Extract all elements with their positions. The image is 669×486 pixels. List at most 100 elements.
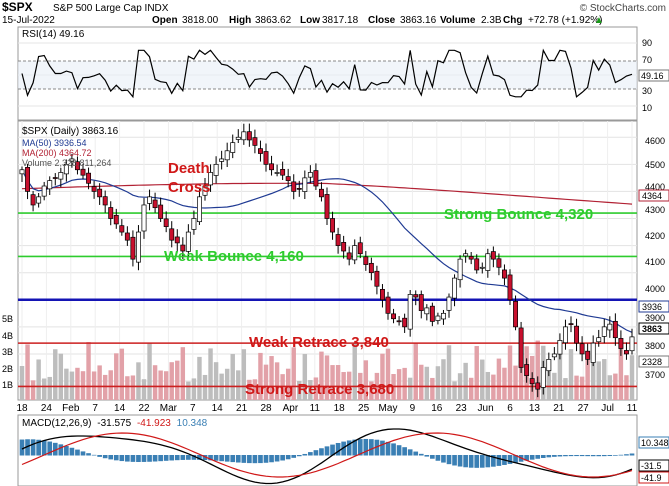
candle-body — [435, 315, 441, 321]
candle-body — [313, 170, 319, 187]
ma200-badge: 4364 — [642, 191, 662, 201]
volume-bar — [491, 374, 496, 400]
candle-body — [485, 253, 491, 271]
macd-histogram-bar — [296, 455, 302, 457]
legend-ma50: MA(50) 3936.54 — [22, 138, 87, 148]
high-label: High — [229, 15, 251, 26]
candle-body — [407, 294, 413, 330]
volume-bar — [47, 376, 52, 400]
macd-histogram-bar — [25, 439, 30, 456]
candle-body — [357, 242, 363, 255]
volume-bar — [202, 374, 208, 400]
candle-body — [341, 242, 347, 252]
volume-bar — [419, 364, 424, 400]
macd-histogram-bar — [352, 439, 358, 456]
candle-body — [518, 327, 524, 368]
volume-bar — [330, 365, 335, 400]
candle-body — [113, 214, 119, 225]
volume-bar — [435, 366, 441, 400]
macd-signal-line — [21, 432, 633, 478]
candle-body — [513, 300, 519, 328]
volume-bar — [213, 362, 219, 400]
candle-body — [402, 317, 408, 328]
date-axis-label: 13 — [529, 403, 541, 414]
volume-bar — [36, 359, 41, 400]
candle-body — [363, 256, 369, 265]
macd-histogram-bar — [152, 455, 158, 462]
price-tick: 4200 — [645, 231, 665, 241]
candle-body — [307, 172, 313, 178]
macd-histogram-bar — [141, 455, 147, 462]
candle-body — [391, 313, 397, 320]
macd-histogram-bar — [313, 450, 319, 456]
chg-value: +72.78 (+1.92%) — [528, 15, 603, 26]
candle-body — [174, 236, 180, 244]
candle-body — [457, 258, 463, 281]
candle-body — [91, 186, 97, 192]
macd-histogram-bar — [69, 447, 75, 456]
volume-bar — [480, 359, 485, 400]
macd-histogram-bar — [385, 441, 391, 456]
volume-bar — [413, 342, 418, 400]
macd-histogram-bar — [618, 454, 624, 456]
volume-bar — [468, 377, 474, 400]
price-tick: 4100 — [645, 257, 665, 267]
candle-body — [396, 320, 402, 323]
macd-signal-badge: -41.9 — [641, 473, 662, 483]
macd-histogram-bar — [629, 453, 635, 456]
macd-histogram-bar — [64, 446, 69, 456]
macd-histogram-bar — [252, 455, 258, 464]
candle-body — [596, 337, 602, 343]
candle-body — [169, 228, 175, 241]
volume-bar — [285, 368, 291, 400]
macd-histogram-bar — [208, 455, 213, 461]
annotations: Death Cross Strong Bounce 4,320 Weak Bou… — [164, 160, 593, 398]
candle-body — [501, 269, 507, 279]
volume-bar — [441, 359, 446, 400]
candle-body — [63, 163, 69, 175]
candle-body — [269, 163, 275, 171]
candle-body — [535, 382, 541, 390]
close-label: Close — [368, 15, 396, 26]
macd-histogram-bar — [446, 455, 452, 465]
candle-body — [335, 234, 341, 246]
candle-body — [529, 378, 535, 385]
macd-histogram-bar — [52, 442, 58, 456]
volume-bar — [402, 367, 407, 400]
volume-bar — [136, 362, 141, 400]
open-value: 3818.00 — [182, 15, 219, 26]
macd-histogram-bar — [285, 455, 291, 460]
volume-bar — [302, 353, 308, 400]
macd-histogram-bar — [479, 455, 485, 468]
volume-bar — [352, 343, 357, 400]
volume-bar — [407, 377, 413, 400]
macd-line — [21, 428, 633, 485]
candle-body — [135, 231, 141, 263]
volume-bar — [108, 370, 113, 400]
volume-bar — [180, 347, 186, 400]
candle-body — [546, 359, 552, 372]
candle-body — [474, 258, 480, 271]
macd-histogram-bar — [163, 455, 169, 461]
candle-body — [30, 194, 36, 206]
macd-histogram-bar — [357, 439, 363, 456]
volume-bar — [463, 362, 468, 400]
candle-body — [551, 353, 557, 358]
macd-panel: MACD(12,26,9) -31.575 -41.923 10.348 10.… — [17, 414, 669, 486]
candle-body — [368, 262, 374, 274]
volume-bar — [53, 349, 58, 400]
macd-histogram-bar — [540, 455, 546, 458]
candle-body — [52, 177, 58, 179]
macd-histogram-bar — [302, 453, 308, 456]
volume-bar — [197, 356, 202, 400]
date-axis-label: 28 — [260, 403, 272, 414]
volume-bar — [424, 366, 430, 400]
macd-histogram-bar — [241, 455, 247, 463]
volume-bar — [224, 368, 230, 400]
candle-body — [618, 338, 624, 349]
volume-bar — [297, 381, 302, 400]
volume-bar — [247, 379, 252, 400]
macd-histogram-bar — [341, 441, 346, 456]
volume-bar — [252, 379, 258, 400]
date-axis-label: Jun — [478, 403, 494, 414]
